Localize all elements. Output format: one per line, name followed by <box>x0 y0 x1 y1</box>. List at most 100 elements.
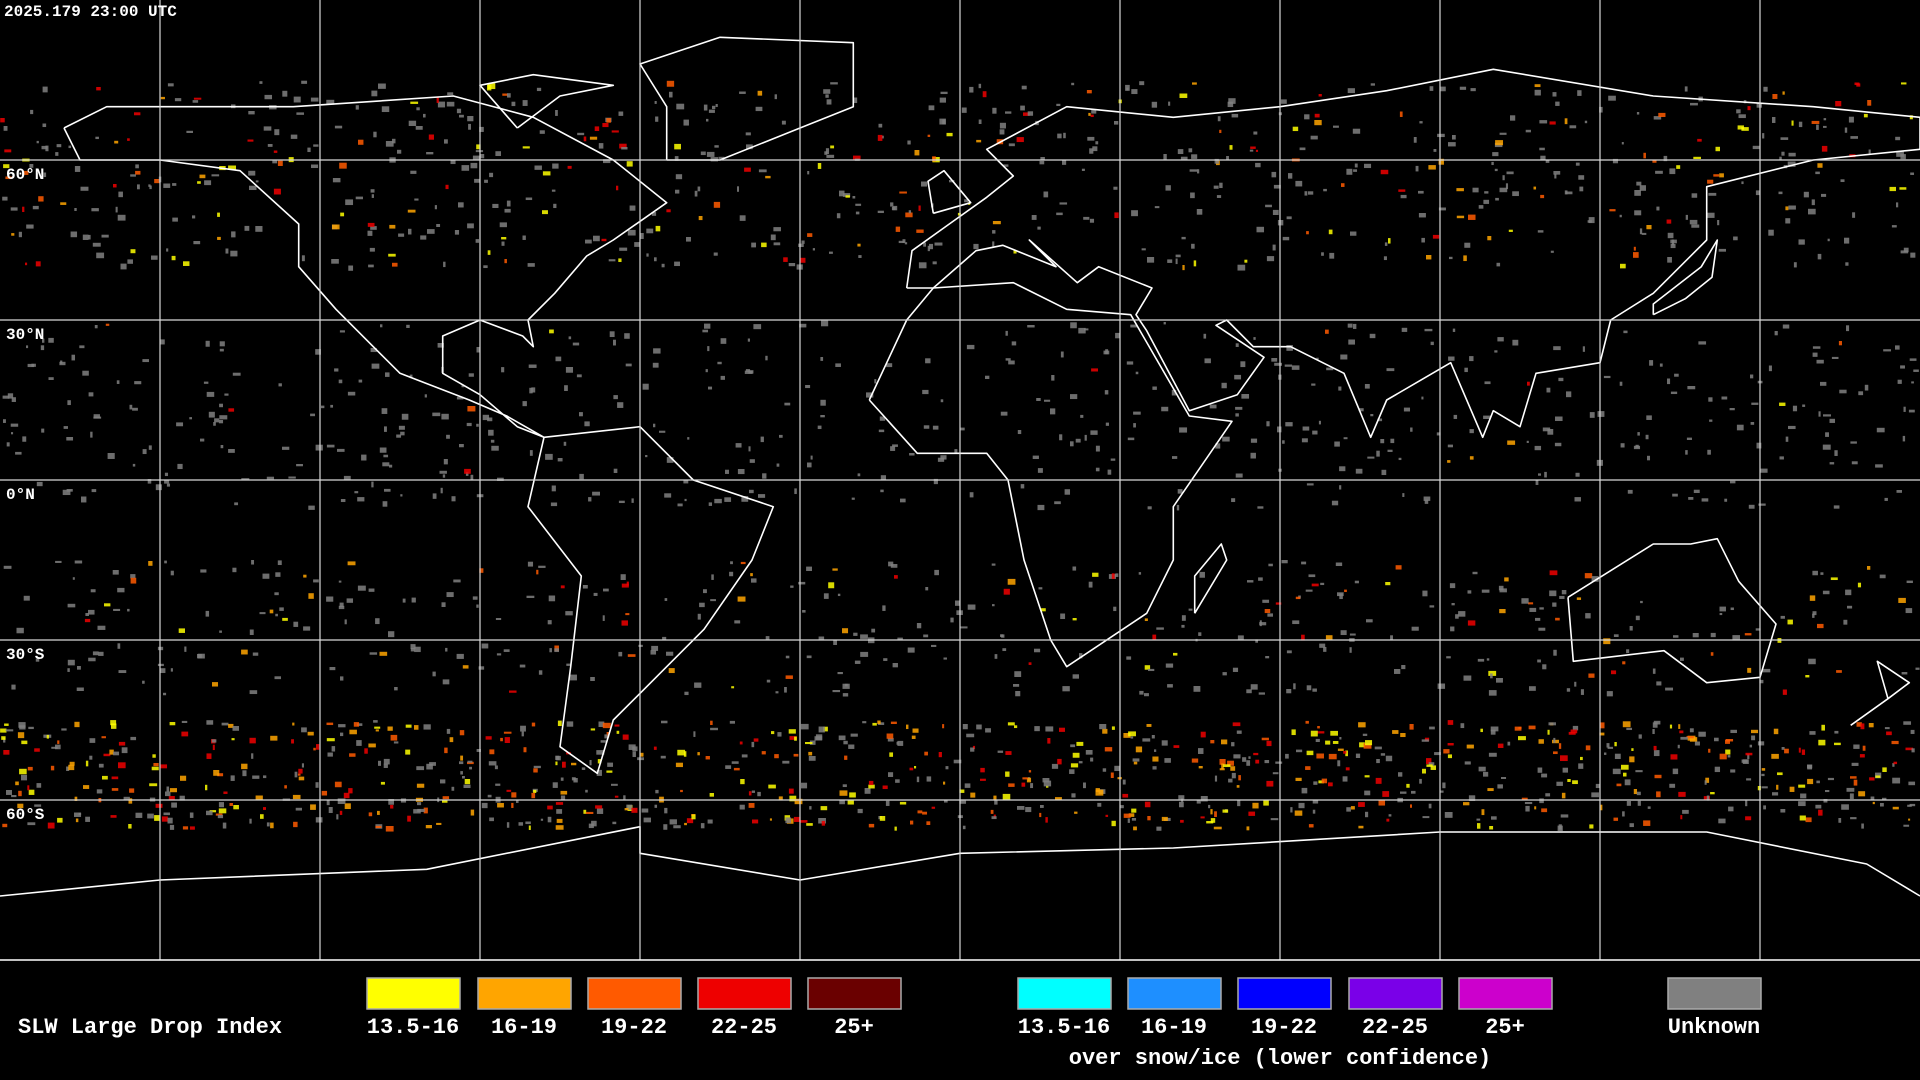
cloud-pixel <box>67 603 76 608</box>
cloud-pixel <box>1469 429 1474 434</box>
cloud-pixel <box>629 205 636 211</box>
cloud-pixel <box>1119 805 1124 809</box>
cloud-pixel <box>864 788 871 794</box>
cloud-pixel <box>1400 791 1407 794</box>
cloud-pixel <box>1811 120 1820 124</box>
cloud-pixel <box>997 750 1004 753</box>
cloud-pixel <box>1730 769 1736 773</box>
cloud-pixel <box>371 481 374 488</box>
cloud-pixel <box>528 825 531 830</box>
cloud-pixel <box>904 242 908 245</box>
cloud-pixel <box>1421 237 1425 243</box>
cloud-pixel <box>628 744 636 750</box>
cloud-pixel <box>74 721 80 728</box>
cloud-pixel <box>1426 758 1432 765</box>
cloud-pixel <box>1534 89 1541 96</box>
cloud-layer <box>0 80 1920 832</box>
cloud-pixel <box>423 807 428 814</box>
cloud-pixel <box>104 603 111 607</box>
cloud-pixel <box>1788 425 1796 430</box>
cloud-pixel <box>560 585 565 589</box>
cloud-pixel <box>249 737 256 744</box>
legend-swatch <box>587 977 682 1010</box>
cloud-pixel <box>1172 456 1178 459</box>
cloud-pixel <box>4 723 9 726</box>
cloud-pixel <box>348 788 353 794</box>
cloud-pixel <box>1286 216 1292 220</box>
cloud-pixel <box>1191 154 1198 159</box>
cloud-pixel <box>169 824 175 830</box>
cloud-pixel <box>1151 735 1155 739</box>
cloud-pixel <box>326 722 334 726</box>
cloud-pixel <box>1691 193 1698 198</box>
cloud-pixel <box>1793 262 1797 268</box>
cloud-pixel <box>55 152 59 156</box>
cloud-pixel <box>1133 761 1138 765</box>
cloud-pixel <box>666 651 674 656</box>
cloud-pixel <box>906 724 909 730</box>
cloud-pixel <box>297 773 301 776</box>
cloud-pixel <box>839 800 845 805</box>
cloud-pixel <box>802 610 806 613</box>
cloud-pixel <box>1689 728 1694 733</box>
cloud-pixel <box>676 103 685 110</box>
cloud-pixel <box>854 660 861 664</box>
cloud-pixel <box>288 476 296 479</box>
cloud-pixel <box>1237 800 1241 807</box>
cloud-pixel <box>1747 106 1751 111</box>
cloud-pixel <box>423 113 426 118</box>
cloud-pixel <box>332 224 340 230</box>
cloud-pixel <box>1103 350 1110 355</box>
cloud-pixel <box>1046 785 1049 788</box>
cloud-pixel <box>1304 191 1308 196</box>
cloud-pixel <box>1352 128 1361 134</box>
cloud-pixel <box>337 448 345 452</box>
cloud-pixel <box>212 744 215 751</box>
cloud-pixel <box>1271 171 1277 178</box>
cloud-pixel <box>1569 125 1577 129</box>
cloud-pixel <box>1663 155 1668 162</box>
cloud-pixel <box>1490 726 1499 732</box>
cloud-pixel <box>487 83 496 90</box>
cloud-pixel <box>1443 749 1450 754</box>
cloud-pixel <box>662 636 667 640</box>
cloud-pixel <box>745 132 751 136</box>
cloud-pixel <box>528 364 537 368</box>
cloud-pixel <box>925 587 929 591</box>
cloud-pixel <box>1911 381 1914 384</box>
cloud-pixel <box>1507 440 1516 445</box>
cloud-pixel <box>1448 356 1455 361</box>
cloud-pixel <box>1219 768 1225 771</box>
cloud-pixel <box>999 129 1005 135</box>
cloud-pixel <box>825 94 829 98</box>
cloud-pixel <box>507 93 511 98</box>
cloud-pixel <box>1825 790 1830 793</box>
cloud-pixel <box>735 443 742 448</box>
cloud-pixel <box>183 261 190 266</box>
cloud-pixel <box>1144 665 1151 670</box>
cloud-pixel <box>993 795 997 801</box>
cloud-pixel <box>1055 797 1062 801</box>
cloud-pixel <box>1467 620 1476 626</box>
cloud-pixel <box>215 813 223 816</box>
cloud-pixel <box>180 775 187 781</box>
cloud-pixel <box>377 810 380 815</box>
cloud-pixel <box>1424 499 1429 504</box>
cloud-pixel <box>922 389 929 395</box>
cloud-pixel <box>525 197 533 201</box>
cloud-pixel <box>1447 720 1454 725</box>
cloud-pixel <box>614 795 619 798</box>
cloud-pixel <box>1274 362 1282 366</box>
cloud-pixel <box>406 324 410 328</box>
cloud-pixel <box>1026 777 1032 783</box>
cloud-pixel <box>700 151 706 156</box>
cloud-pixel <box>1034 648 1041 653</box>
cloud-pixel <box>1429 86 1434 91</box>
cloud-pixel <box>957 212 961 216</box>
cloud-pixel <box>880 475 887 481</box>
cloud-pixel <box>259 612 266 615</box>
cloud-pixel <box>1359 742 1365 748</box>
cloud-pixel <box>1086 90 1092 94</box>
cloud-pixel <box>228 408 235 412</box>
cloud-pixel <box>371 90 378 97</box>
